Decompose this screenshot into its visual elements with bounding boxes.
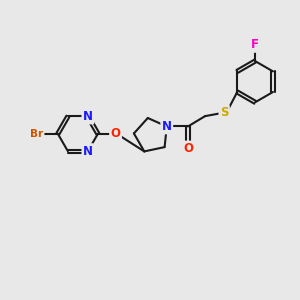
Text: O: O (110, 127, 121, 140)
Text: Br: Br (30, 129, 43, 139)
Text: O: O (183, 142, 193, 155)
Text: F: F (251, 38, 259, 51)
Text: N: N (162, 120, 172, 133)
Text: N: N (83, 110, 93, 123)
Text: N: N (83, 145, 93, 158)
Text: S: S (220, 106, 228, 119)
